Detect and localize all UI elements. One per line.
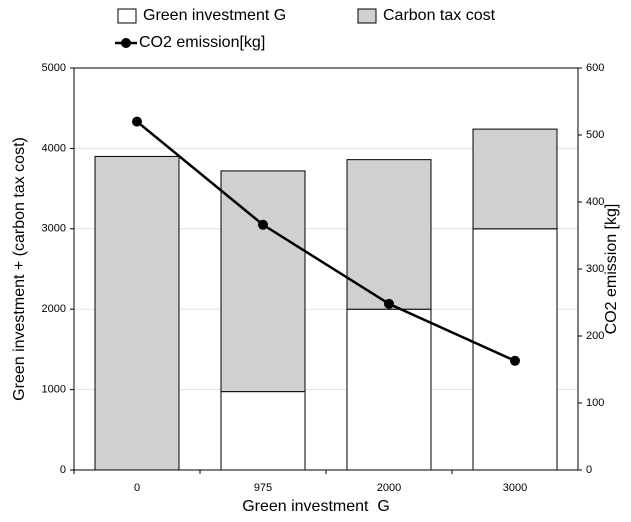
line-marker (132, 116, 142, 127)
y2-tick-label: 600 (586, 62, 604, 74)
y2-tick-label: 300 (586, 263, 604, 275)
line-marker (258, 219, 268, 230)
legend-label: Carbon tax cost (383, 7, 496, 24)
legend-label: CO2 emission[kg] (139, 34, 265, 51)
legend-label: Green investment G (143, 7, 286, 24)
y2-axis-title: CO2 emission [kg] (603, 204, 620, 335)
y-tick-label: 0 (60, 464, 66, 476)
x-tick-label: 0 (134, 482, 140, 494)
x-tick-label: 3000 (503, 482, 527, 494)
bar-segment (346, 308, 432, 471)
bar-segment (472, 128, 558, 230)
legend-marker (121, 38, 131, 48)
y-tick-label: 4000 (42, 142, 66, 154)
y-tick-label: 5000 (42, 62, 66, 74)
x-tick-label: 2000 (377, 482, 401, 494)
y2-tick-label: 0 (586, 464, 592, 476)
legend-swatch (357, 8, 377, 24)
legend-swatch (117, 8, 137, 24)
bar-segment (94, 155, 180, 471)
y-tick-label: 3000 (42, 223, 66, 235)
y-tick-label: 1000 (42, 384, 66, 396)
bar-segment (472, 228, 558, 471)
bar-segment (220, 170, 306, 393)
y-axis-title: Green investment + (carbon tax cost) (11, 137, 28, 401)
line (136, 120, 516, 362)
line-marker (510, 355, 520, 366)
line-marker (384, 298, 394, 309)
bar-segment (346, 159, 432, 310)
y2-tick-label: 200 (586, 330, 604, 342)
y2-tick-label: 500 (586, 129, 604, 141)
x-tick-label: 975 (254, 482, 272, 494)
y-tick-label: 2000 (42, 303, 66, 315)
x-axis-title: Green investment G (242, 498, 390, 515)
bar-segment (220, 391, 306, 471)
y2-tick-label: 400 (586, 196, 604, 208)
y2-tick-label: 100 (586, 397, 604, 409)
